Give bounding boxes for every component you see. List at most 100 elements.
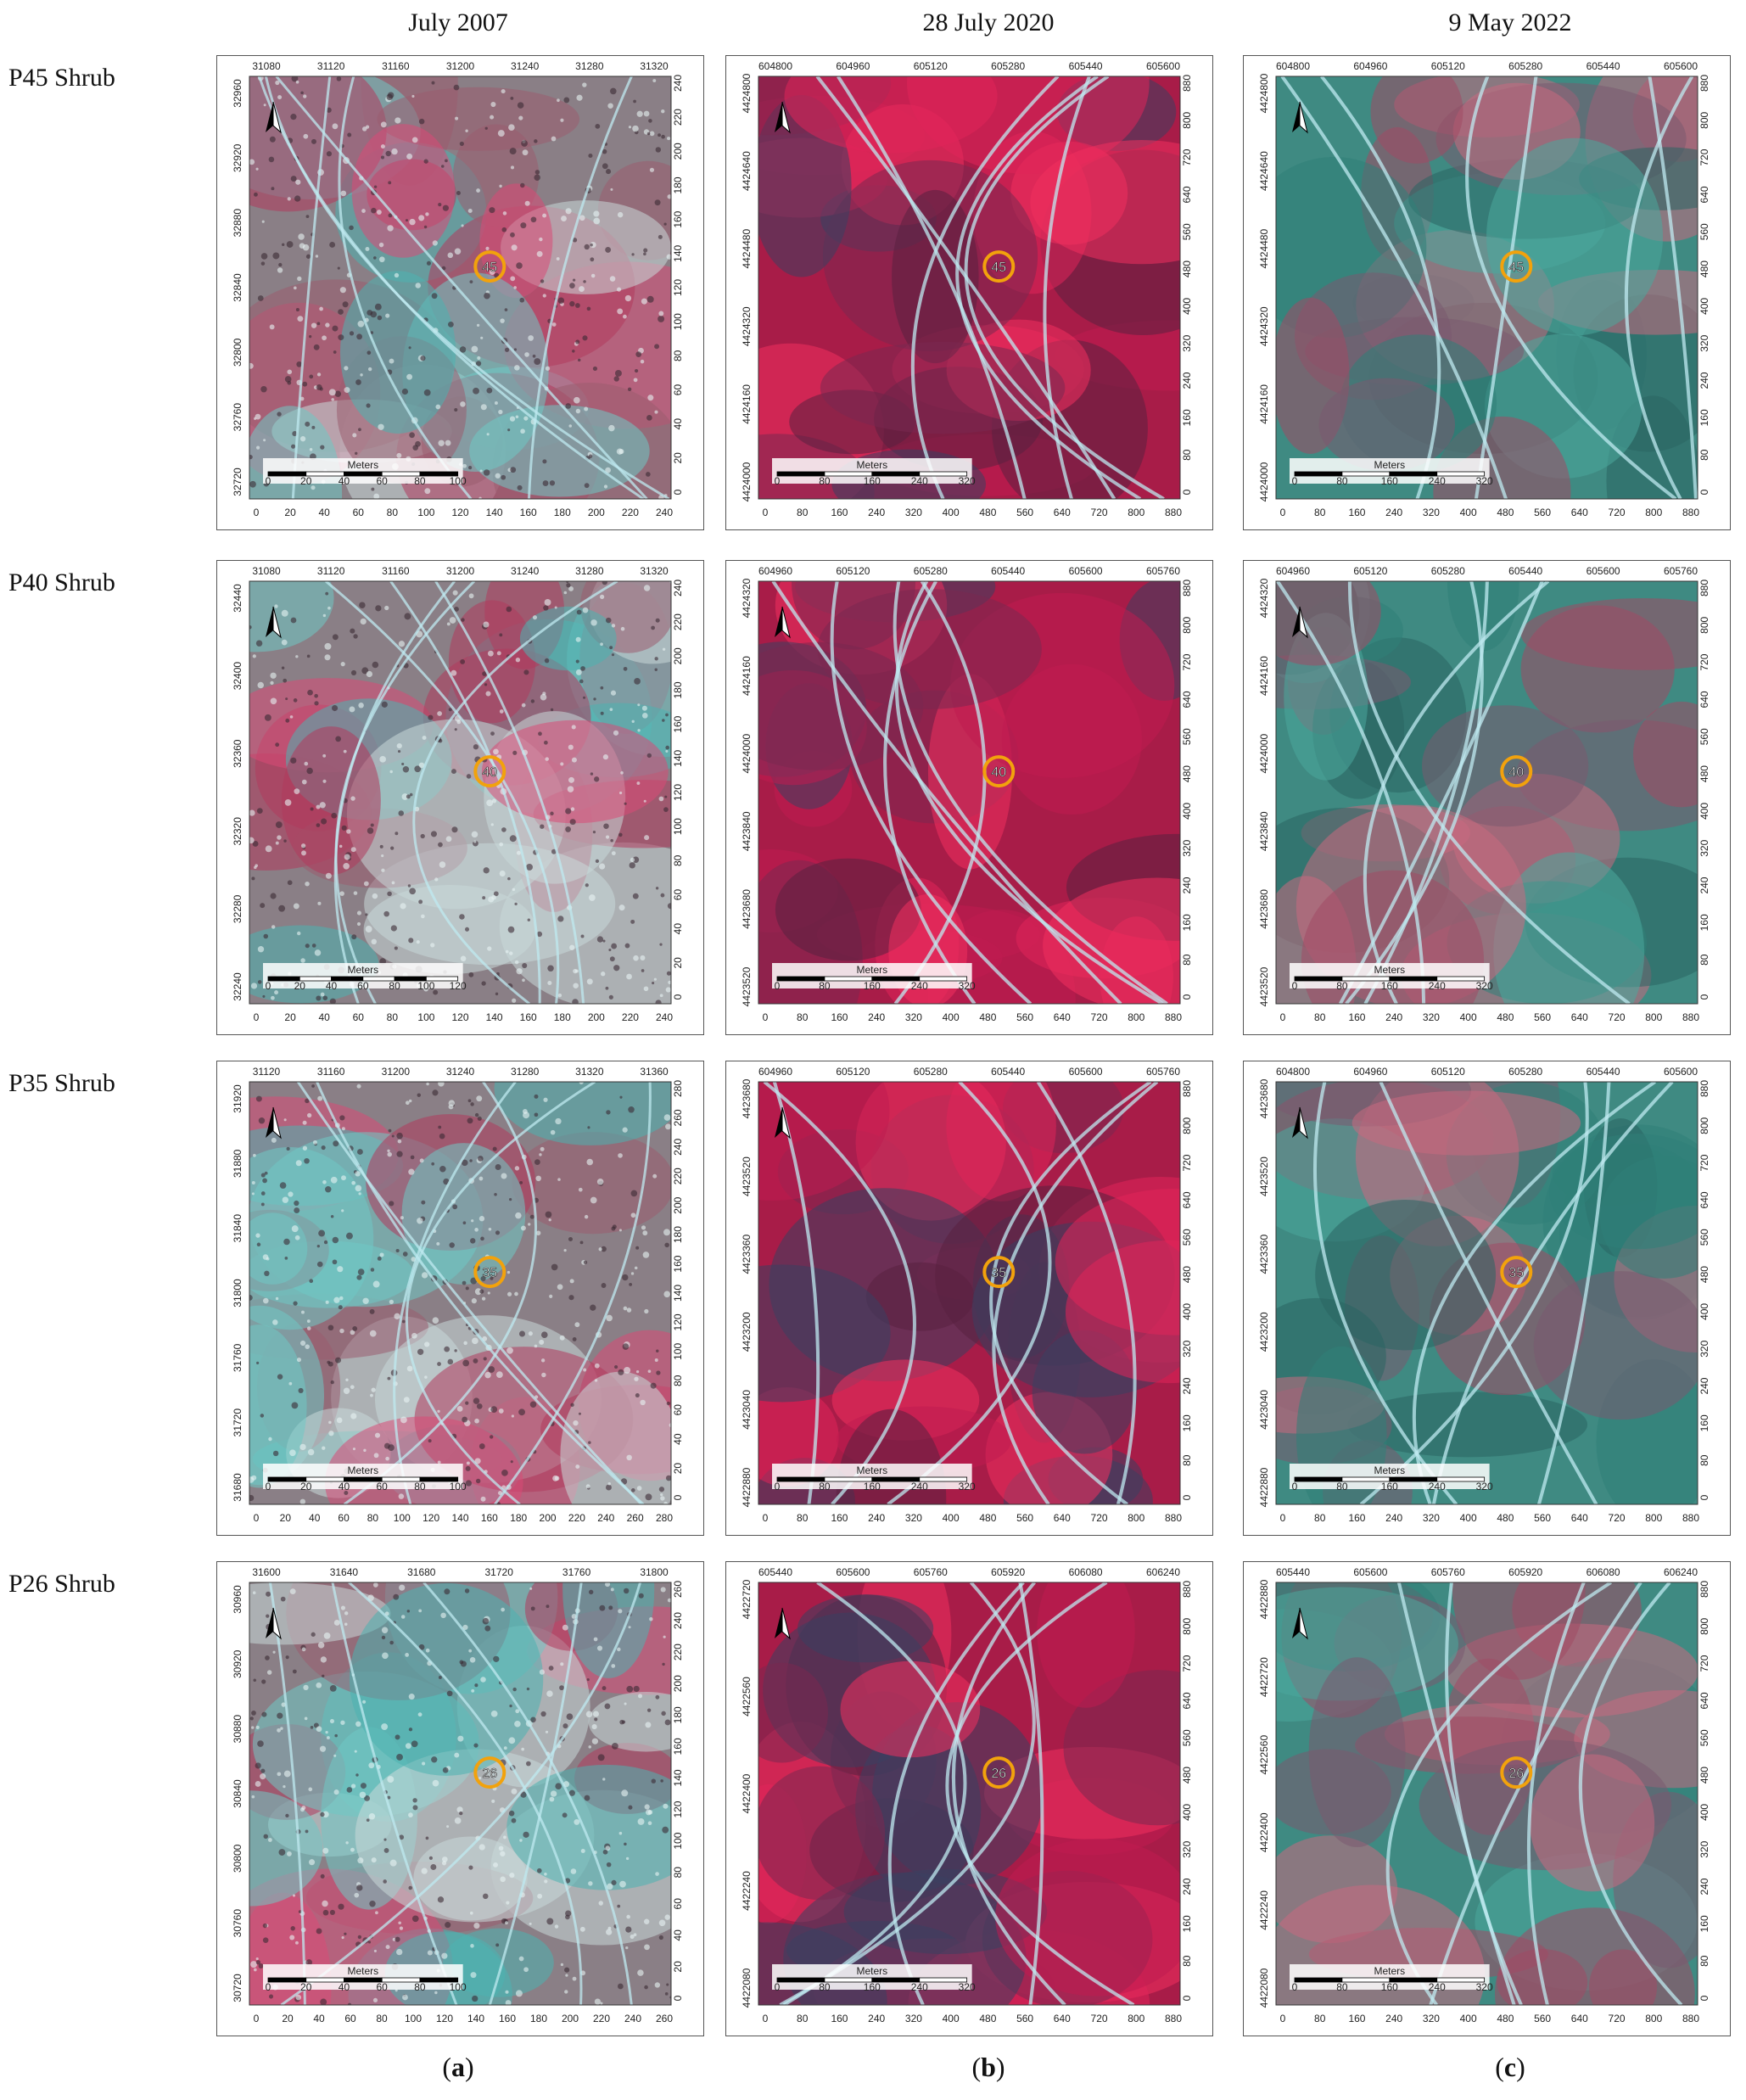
map-panel: 604800 604960 605120 605280 605440 605600 0 80 1…: [725, 55, 1213, 530]
top-tick-label: 605760: [1664, 565, 1698, 577]
scale-bar-title: Meters: [856, 459, 887, 471]
left-tick-label: 32320: [232, 817, 243, 846]
right-tick-label: 400: [1181, 298, 1193, 315]
scale-bar: Meters 0 20 40 60 80 100 120: [263, 963, 467, 992]
plot-marker-label: 40: [1508, 765, 1524, 780]
right-tick-label: 0: [1181, 994, 1193, 1000]
right-tick-label: 880: [1181, 1581, 1193, 1598]
scale-bar-tick: 80: [1336, 475, 1348, 487]
right-tick-label: 80: [1181, 954, 1193, 966]
right-tick-label: 0: [1698, 994, 1710, 1000]
top-tick-label: 605120: [836, 1066, 870, 1078]
bottom-tick-label: 880: [1682, 1512, 1699, 1524]
right-tick-label: 80: [672, 350, 684, 361]
top-tick-label: 604960: [1353, 1066, 1387, 1078]
top-tick-label: 605120: [1431, 1066, 1465, 1078]
top-tick-label: 605600: [1353, 1566, 1387, 1578]
left-tick-label: 32440: [232, 584, 243, 613]
scale-bar-tick: 80: [819, 1481, 831, 1492]
bottom-tick-label: 0: [763, 507, 769, 518]
bottom-tick-label: 480: [979, 2013, 996, 2024]
north-arrow-icon: [266, 1106, 282, 1140]
column-header: 9 May 2022: [1448, 8, 1572, 36]
left-tick-label: 4422880: [1258, 1579, 1270, 1619]
right-tick-label: 640: [1698, 1191, 1710, 1208]
scale-bar-tick: 160: [1381, 1981, 1398, 1993]
top-tick-label: 31120: [253, 1066, 281, 1078]
top-tick-label: 604800: [758, 60, 792, 72]
bottom-tick-label: 640: [1571, 1512, 1588, 1524]
map-panel: 31080 31120 31160 31200 31240 31280 31320 0 20 40…: [216, 55, 704, 530]
top-tick-label: 31640: [330, 1566, 359, 1578]
left-tick-label: 31800: [232, 1279, 243, 1308]
bottom-tick-label: 800: [1128, 507, 1144, 518]
right-tick-label: 560: [1181, 223, 1193, 240]
scale-bar-tick: 240: [911, 1481, 928, 1492]
bottom-tick-label: 160: [1348, 1011, 1365, 1023]
left-tick-label: 4424000: [741, 462, 753, 501]
satellite-image: [249, 1082, 671, 1504]
map-svg: 605440 605600 605760 605920 606080 606240 0 80 1…: [741, 1566, 1193, 2024]
right-tick-label: 320: [1698, 1340, 1710, 1357]
left-tick-label: 32400: [232, 662, 243, 691]
map-svg: 604960 605120 605280 605440 605600 605760 0 80 1…: [741, 1066, 1193, 1524]
bottom-tick-label: 800: [1128, 1011, 1144, 1023]
top-tick-label: 605440: [1587, 1066, 1620, 1078]
right-tick-label: 320: [1181, 1840, 1193, 1857]
right-tick-label: 800: [1698, 111, 1710, 128]
scale-bar-tick: 60: [377, 475, 389, 487]
north-arrow-icon: [1292, 101, 1308, 134]
scale-bar-tick: 320: [1476, 1981, 1493, 1993]
right-tick-label: 400: [1181, 803, 1193, 820]
left-tick-label: 4424480: [1258, 229, 1270, 269]
map-panel: 604800 604960 605120 605280 605440 605600 0 80 1…: [1243, 1061, 1731, 1536]
bottom-tick-label: 80: [1314, 1011, 1326, 1023]
left-tick-label: 4424800: [741, 73, 753, 113]
scale-bar-tick: 320: [959, 1981, 976, 1993]
subfigure-letter: b: [981, 2052, 996, 2082]
left-tick-label: 4422560: [1258, 1735, 1270, 1775]
subfigure-letter: a: [451, 2052, 465, 2082]
left-tick-label: 4424320: [741, 306, 753, 346]
plot-marker-label: 26: [1508, 1767, 1524, 1781]
satellite-image: [249, 581, 671, 1004]
bottom-tick-label: 0: [763, 1011, 769, 1023]
bottom-tick-label: 240: [868, 507, 885, 518]
bottom-tick-label: 240: [624, 2013, 641, 2024]
scale-bar-tick: 320: [959, 980, 976, 992]
bottom-tick-label: 560: [1016, 507, 1033, 518]
bottom-tick-label: 640: [1054, 507, 1071, 518]
top-tick-label: 604960: [1276, 565, 1310, 577]
scale-bar-tick: 320: [1476, 475, 1493, 487]
bottom-tick-label: 0: [763, 2013, 769, 2024]
left-tick-label: 4423520: [741, 966, 753, 1006]
bottom-tick-label: 640: [1571, 1011, 1588, 1023]
map-panel: 605440 605600 605760 605920 606080 606240 0 80 1…: [725, 1561, 1213, 2036]
top-tick-label: 605280: [991, 60, 1025, 72]
left-tick-label: 4424320: [1258, 306, 1270, 346]
scale-bar: Meters 0 80 160 240 320: [772, 963, 976, 992]
bottom-tick-label: 400: [943, 2013, 960, 2024]
right-tick-label: 480: [1181, 765, 1193, 782]
right-tick-label: 720: [1181, 653, 1193, 670]
right-tick-label: 800: [1181, 1117, 1193, 1134]
bottom-tick-label: 160: [520, 507, 537, 518]
bottom-tick-label: 0: [254, 2013, 260, 2024]
scale-bar-tick: 40: [339, 1481, 350, 1492]
top-tick-label: 31080: [252, 60, 281, 72]
bottom-tick-label: 800: [1645, 1512, 1662, 1524]
right-tick-label: 720: [1698, 653, 1710, 670]
scale-bar-tick: 80: [389, 980, 400, 992]
bottom-tick-label: 80: [1314, 507, 1326, 518]
subfigure-label: (a): [442, 2052, 474, 2082]
right-tick-label: 160: [672, 1255, 684, 1272]
left-tick-label: 4423360: [1258, 1235, 1270, 1274]
bottom-tick-label: 400: [1460, 1011, 1477, 1023]
scale-bar: Meters 0 80 160 240 320: [1290, 1464, 1493, 1492]
scale-bar-tick: 160: [1381, 980, 1398, 992]
top-tick-label: 605120: [914, 60, 948, 72]
right-tick-label: 800: [1181, 616, 1193, 633]
bottom-tick-label: 880: [1165, 1512, 1182, 1524]
scale-bar-tick: 240: [1429, 475, 1446, 487]
right-tick-label: 160: [1181, 1414, 1193, 1431]
